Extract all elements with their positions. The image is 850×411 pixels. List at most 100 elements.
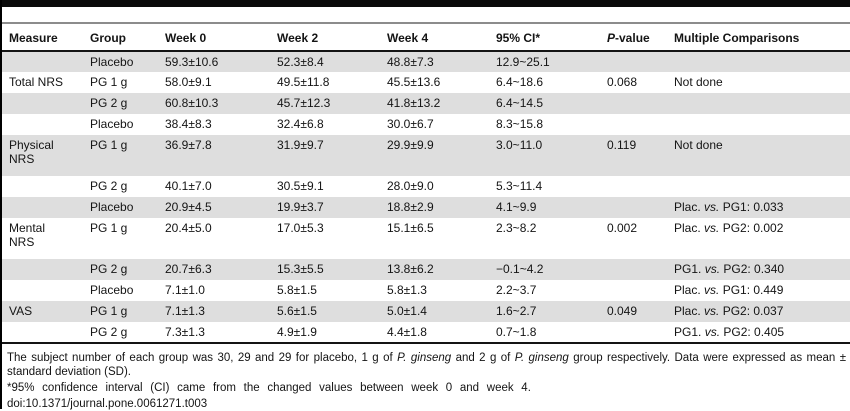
mc-cell [674,51,850,72]
week2-cell: 4.9±1.9 [277,325,317,339]
mc-cell: Not done [674,75,723,89]
week2-cell: 17.0±5.3 [277,221,324,235]
week4-cell: 45.5±13.6 [387,75,441,89]
group-cell: Placebo [90,200,134,214]
week4-cell: 13.8±6.2 [387,262,434,276]
week4-cell: 5.0±1.4 [387,304,427,318]
group-cell: PG 2 g [90,325,128,339]
group-cell: PG 1 g [90,138,128,152]
week0-cell: 20.4±5.0 [165,221,212,235]
table-body: Placebo 59.3±10.6 52.3±8.4 48.8±7.3 12.9~25.… [2,51,850,343]
ci-cell: 3.0~11.0 [496,138,543,152]
week4-cell: 18.8±2.9 [387,200,434,214]
table-row: PG 2 g 20.7±6.3 15.3±5.5 13.8±6.2 −0.1~4.2 PG… [2,259,850,280]
ci-cell: 6.4~14.5 [496,96,544,110]
footnote-confidence-interval: *95% confidence interval (CI) came from … [7,382,531,394]
week4-cell: 5.8±1.3 [387,283,427,297]
week4-cell: 28.0±9.0 [387,179,434,193]
week2-cell: 19.9±3.7 [277,200,324,214]
group-cell: Placebo [90,117,134,131]
week2-cell: 15.3±5.5 [277,262,324,276]
group-cell: PG 2 g [90,96,128,110]
week0-cell: 40.1±7.0 [165,179,212,193]
week2-cell: 49.5±11.8 [277,75,330,89]
week0-cell: 20.7±6.3 [165,262,212,276]
p-cell: 0.068 [607,75,638,89]
p-cell [607,259,674,280]
week2-cell: 30.5±9.1 [277,179,324,193]
p-cell [607,322,674,343]
week0-cell: 60.8±10.3 [165,96,219,110]
table-row: Total NRS PG 1 g 58.0±9.1 49.5±11.8 45.5±13.… [2,72,850,93]
measure-cell [2,51,90,72]
results-table: Measure Group Week 0 Week 2 Week 4 95% CI* P-v… [2,22,850,344]
mc-cell [674,114,850,135]
ci-cell: 0.7~1.8 [496,325,537,339]
group-cell: PG 2 g [90,179,128,193]
column-header-measure: Measure [9,31,58,45]
measure-cell [2,280,90,301]
column-header-95-ci: 95% CI* [496,31,541,45]
table-row: Placebo 7.1±1.0 5.8±1.5 5.8±1.3 2.2~3.7 Plac.… [2,280,850,301]
mc-cell: Plac. vs. PG1: 0.033 [674,200,784,214]
week4-cell: 29.9±9.9 [387,138,434,152]
table-row: Mental NRS PG 1 g 20.4±5.0 17.0±5.3 15.1±6.5… [2,218,850,259]
measure-cell: VAS [9,304,33,318]
group-cell: PG 1 g [90,75,128,89]
ci-cell: 12.9~25.1 [496,55,550,69]
column-header-group: Group [90,31,126,45]
ci-cell: 2.2~3.7 [496,283,537,297]
ci-cell: 4.1~9.9 [496,200,537,214]
p-cell: 0.119 [607,138,637,152]
table-header: Measure Group Week 0 Week 2 Week 4 95% CI* P-v… [2,23,850,51]
week2-cell: 5.6±1.5 [277,304,317,318]
week2-cell: 32.4±6.8 [277,117,324,131]
table-row: Placebo 20.9±4.5 19.9±3.7 18.8±2.9 4.1~9.9 Pl… [2,197,850,218]
column-header-week-2: Week 2 [277,31,319,45]
week4-cell: 15.1±6.5 [387,221,434,235]
column-header-p-value: P-value [607,31,650,45]
ci-cell: 8.3~15.8 [496,117,544,131]
header-row: Measure Group Week 0 Week 2 Week 4 95% CI* P-v… [2,23,850,51]
mc-cell: Plac. vs. PG2: 0.037 [674,304,784,318]
footnote-subjects: The subject number of each group was 30,… [7,352,847,378]
table-footnotes: The subject number of each group was 30,… [2,351,850,411]
mc-cell: Plac. vs. PG1: 0.449 [674,283,784,297]
week4-cell: 30.0±6.7 [387,117,434,131]
mc-cell: Not done [674,138,723,152]
table-row: PG 2 g 7.3±1.3 4.9±1.9 4.4±1.8 0.7~1.8 PG1. v… [2,322,850,343]
top-divider-bar [2,0,850,7]
group-cell: Placebo [90,55,134,69]
p-cell [607,280,674,301]
column-header-week-4: Week 4 [387,31,429,45]
mc-cell: Plac. vs. PG2: 0.002 [674,221,784,235]
week2-cell: 45.7±12.3 [277,96,331,110]
table-row: Physical NRS PG 1 g 36.9±7.8 31.9±9.7 29.9±9… [2,135,850,176]
measure-cell [2,197,90,218]
week0-cell: 38.4±8.3 [165,117,212,131]
group-cell: PG 2 g [90,262,128,276]
measure-cell: Total NRS [9,75,64,89]
ci-cell: 5.3~11.4 [496,179,543,193]
mc-cell: PG1. vs. PG2: 0.405 [674,325,785,339]
table-row: VAS PG 1 g 7.1±1.3 5.6±1.5 5.0±1.4 1.6~2.7 0.0… [2,301,850,322]
week0-cell: 36.9±7.8 [165,138,212,152]
p-cell [607,51,674,72]
ci-cell: 1.6~2.7 [496,304,537,318]
week2-cell: 5.8±1.5 [277,283,317,297]
mc-cell [674,93,850,114]
p-cell: 0.002 [607,221,638,235]
mc-cell [674,176,850,197]
ci-cell: 6.4~18.6 [496,75,544,89]
p-cell: 0.049 [607,304,638,318]
week0-cell: 7.1±1.0 [165,283,205,297]
mc-cell: PG1. vs. PG2: 0.340 [674,262,785,276]
group-cell: Placebo [90,283,134,297]
table-row: Placebo 38.4±8.3 32.4±6.8 30.0±6.7 8.3~15.8 [2,114,850,135]
week4-cell: 48.8±7.3 [387,55,434,69]
measure-cell [2,176,90,197]
measure-cell: Mental NRS [9,221,46,249]
measure-cell [2,259,90,280]
ci-cell: 2.3~8.2 [496,221,537,235]
